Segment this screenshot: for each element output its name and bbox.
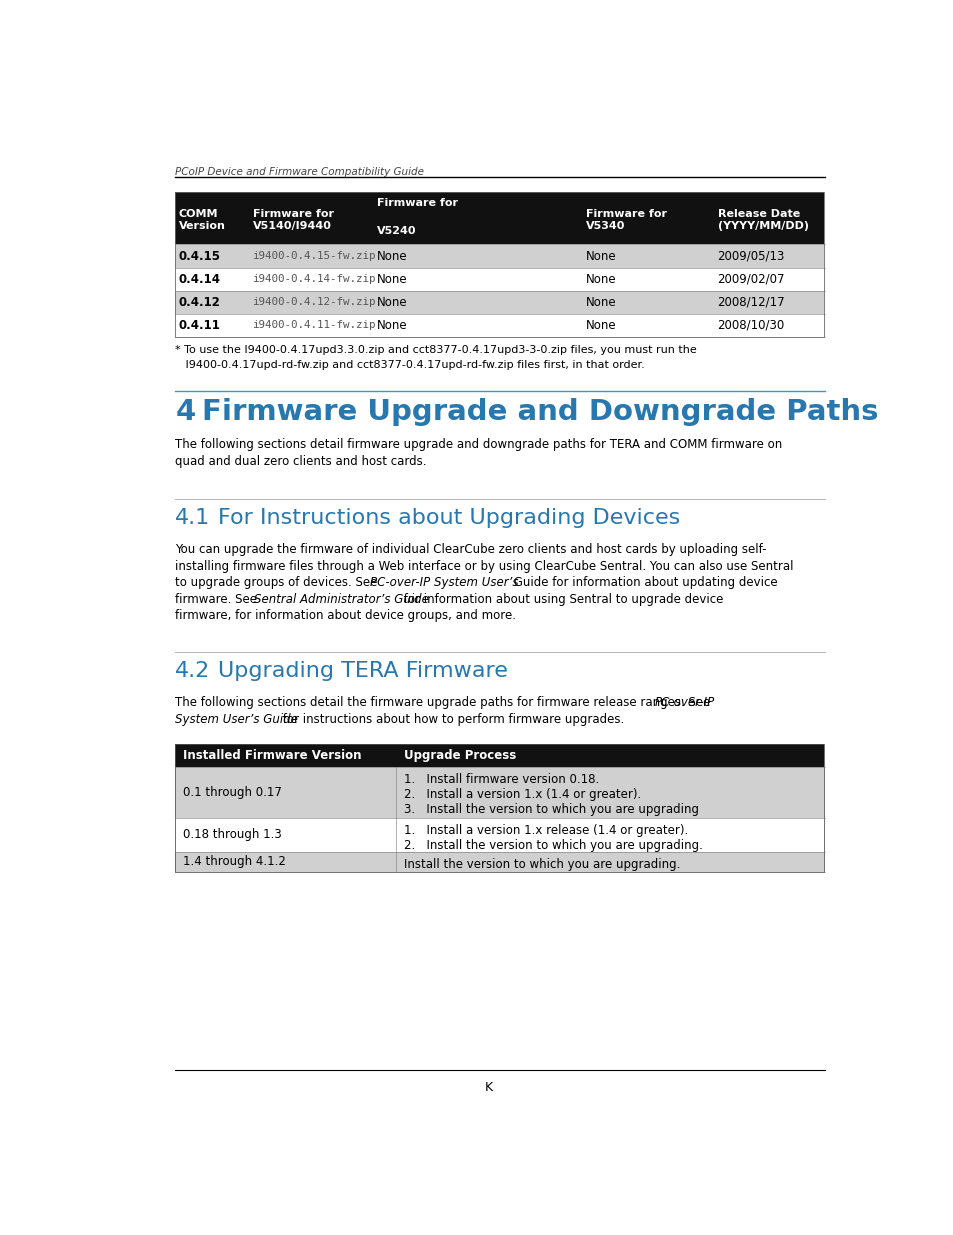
Text: i9400-0.4.11-fw.zip: i9400-0.4.11-fw.zip [253,320,375,330]
Bar [174,743,823,767]
Text: 0.4.14: 0.4.14 [179,273,221,285]
Text: Firmware for
V5340: Firmware for V5340 [585,209,666,231]
Text: for instructions about how to perform firmware upgrades.: for instructions about how to perform fi… [278,713,623,726]
Text: 1.   Install a version 1.x release (1.4 or greater).: 1. Install a version 1.x release (1.4 or… [403,824,687,837]
Text: Upgrading TERA Firmware: Upgrading TERA Firmware [217,661,507,680]
Text: firmware, for information about device groups, and more.: firmware, for information about device g… [174,609,516,622]
Text: None: None [585,249,616,263]
Text: 2009/02/07: 2009/02/07 [717,273,784,285]
Text: System User’s Guide: System User’s Guide [174,713,297,726]
Text: i9400-0.4.14-fw.zip: i9400-0.4.14-fw.zip [253,274,375,284]
Text: 4.2: 4.2 [174,661,210,680]
Text: PCoIP Device and Firmware Compatibility Guide: PCoIP Device and Firmware Compatibility … [174,168,423,178]
Text: 2.   Install a version 1.x (1.4 or greater).: 2. Install a version 1.x (1.4 or greater… [403,788,640,802]
Text: None: None [376,273,407,285]
Text: Install the version to which you are upgrading.: Install the version to which you are upg… [403,858,679,871]
Text: 3.   Install the version to which you are upgrading: 3. Install the version to which you are … [403,803,698,816]
Bar [174,193,823,337]
Text: 0.4.11: 0.4.11 [179,319,220,332]
Text: 2008/12/17: 2008/12/17 [717,295,784,309]
Text: None: None [376,295,407,309]
Text: You can upgrade the firmware of individual ClearCube zero clients and host cards: You can upgrade the firmware of individu… [174,543,766,556]
Text: i9400-0.4.12-fw.zip: i9400-0.4.12-fw.zip [253,298,375,308]
Text: None: None [376,249,407,263]
Bar [174,268,823,290]
Bar [174,852,823,872]
Text: Firmware for: Firmware for [376,199,457,209]
Text: Installed Firmware Version: Installed Firmware Version [183,750,361,762]
Bar [174,193,823,245]
Text: 1.4 through 4.1.2: 1.4 through 4.1.2 [183,856,285,868]
Text: I9400-0.4.17upd-rd-fw.zip and cct8377-0.4.17upd-rd-fw.zip files first, in that o: I9400-0.4.17upd-rd-fw.zip and cct8377-0.… [174,359,644,370]
Bar [174,767,823,818]
Text: 4.1: 4.1 [174,508,210,527]
Text: 2.   Install the version to which you are upgrading.: 2. Install the version to which you are … [403,839,701,852]
Text: quad and dual zero clients and host cards.: quad and dual zero clients and host card… [174,456,426,468]
Text: firmware. See: firmware. See [174,593,260,606]
Text: 0.18 through 1.3: 0.18 through 1.3 [183,829,281,841]
Text: The following sections detail the firmware upgrade paths for firmware release ra: The following sections detail the firmwa… [174,697,714,709]
Text: None: None [585,295,616,309]
Text: to upgrade groups of devices. See: to upgrade groups of devices. See [174,577,381,589]
Text: 0.4.12: 0.4.12 [179,295,220,309]
Text: 0.1 through 0.17: 0.1 through 0.17 [183,785,281,799]
Text: 2009/05/13: 2009/05/13 [717,249,784,263]
Text: 1.   Install firmware version 0.18.: 1. Install firmware version 0.18. [403,773,598,785]
Text: None: None [585,273,616,285]
Text: 4: 4 [175,399,196,426]
Text: Firmware Upgrade and Downgrade Paths: Firmware Upgrade and Downgrade Paths [202,399,878,426]
Text: installing firmware files through a Web interface or by using ClearCube Sentral.: installing firmware files through a Web … [174,559,793,573]
Text: Firmware for
V5140/I9440: Firmware for V5140/I9440 [253,209,334,231]
Text: for information about using Sentral to upgrade device: for information about using Sentral to u… [399,593,722,606]
Text: Guide for information about updating device: Guide for information about updating dev… [509,577,777,589]
Text: Sentral Administrator’s Guide: Sentral Administrator’s Guide [253,593,429,606]
Text: Release Date
(YYYY/MM/DD): Release Date (YYYY/MM/DD) [717,209,808,231]
Text: None: None [585,319,616,332]
Text: For Instructions about Upgrading Devices: For Instructions about Upgrading Devices [217,508,679,527]
Text: 2008/10/30: 2008/10/30 [717,319,784,332]
Text: * To use the I9400-0.4.17upd3.3.0.zip and cct8377-0.4.17upd3-3-0.zip files, you : * To use the I9400-0.4.17upd3.3.0.zip an… [174,345,696,354]
Text: V5240: V5240 [376,226,416,236]
Text: Upgrade Process: Upgrade Process [403,750,516,762]
Text: PC-over-IP System User’s: PC-over-IP System User’s [370,577,518,589]
Text: PC-over-IP: PC-over-IP [654,697,715,709]
Bar [174,290,823,314]
Text: The following sections detail firmware upgrade and downgrade paths for TERA and : The following sections detail firmware u… [174,438,781,452]
Bar [174,818,823,852]
Text: K: K [484,1081,493,1094]
Bar [174,245,823,268]
Text: i9400-0.4.15-fw.zip: i9400-0.4.15-fw.zip [253,251,375,261]
Bar [174,743,823,872]
Text: 0.4.15: 0.4.15 [179,249,221,263]
Bar [174,314,823,337]
Text: None: None [376,319,407,332]
Text: COMM
Version: COMM Version [179,209,226,231]
